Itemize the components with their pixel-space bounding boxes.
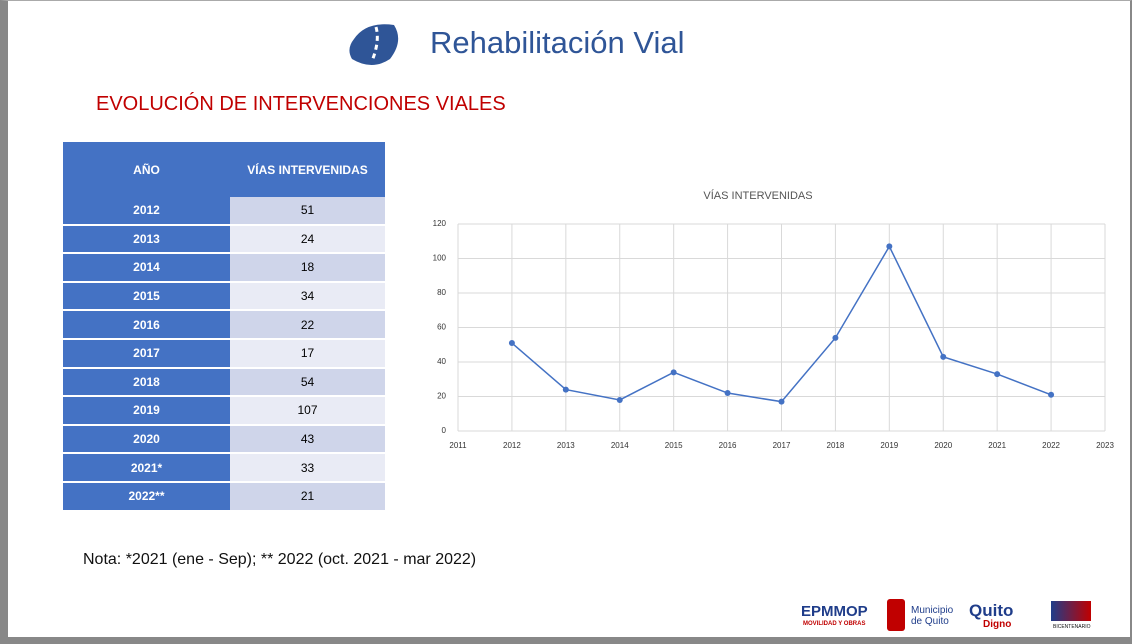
- year-cell: 2022**: [63, 483, 230, 512]
- chart: VÍAS INTERVENIDAS 0 20 40 60 80 100 120 2011 201…: [408, 171, 1128, 471]
- x-tick-label: 2018: [827, 441, 845, 450]
- subtitle: EVOLUCIÓN DE INTERVENCIONES VIALES: [96, 93, 506, 116]
- x-tick-label: 2017: [773, 441, 791, 450]
- x-tick-label: 2013: [557, 441, 575, 450]
- x-tick-label: 2023: [1096, 441, 1114, 450]
- value-cell: 43: [230, 426, 385, 455]
- value-cell: 107: [230, 397, 385, 426]
- point: [886, 243, 892, 249]
- point: [994, 371, 1000, 377]
- slide: Rehabilitación Vial EVOLUCIÓN DE INTERVE…: [0, 0, 1132, 644]
- logo-text: EPMMOP: [801, 603, 868, 620]
- point: [617, 397, 623, 403]
- value-cell: 21: [230, 483, 385, 512]
- logo-text: Municipio de Quito: [911, 605, 961, 627]
- note: Nota: *2021 (ene - Sep); ** 2022 (oct. 2…: [83, 551, 476, 569]
- value-cell: 33: [230, 454, 385, 483]
- y-tick-label: 100: [433, 254, 447, 263]
- year-cell: 2018: [63, 369, 230, 398]
- y-tick-label: 80: [437, 288, 446, 297]
- point: [725, 390, 731, 396]
- year-cell: 2015: [63, 283, 230, 312]
- y-tick-label: 120: [433, 219, 447, 228]
- logo-text: MOVILIDAD Y OBRAS: [803, 621, 865, 627]
- x-tick-label: 2020: [934, 441, 952, 450]
- x-tick-label: 2011: [449, 441, 467, 450]
- value-cell: 34: [230, 283, 385, 312]
- year-cell: 2013: [63, 226, 230, 255]
- point: [832, 335, 838, 341]
- value-cell: 51: [230, 197, 385, 226]
- point: [1048, 392, 1054, 398]
- y-tick-label: 40: [437, 357, 446, 366]
- point: [563, 387, 569, 393]
- x-tick-label: 2012: [503, 441, 521, 450]
- year-cell: 2021*: [63, 454, 230, 483]
- x-tick-label: 2022: [1042, 441, 1060, 450]
- logo-text: Quito: [969, 601, 1013, 621]
- y-tick-label: 20: [437, 392, 446, 401]
- value-cell: 24: [230, 226, 385, 255]
- x-tick-label: 2015: [665, 441, 683, 450]
- coat-of-arms: [887, 599, 905, 631]
- point: [671, 369, 677, 375]
- year-cell: 2012: [63, 197, 230, 226]
- year-cell: 2019: [63, 397, 230, 426]
- value-cell: 22: [230, 311, 385, 340]
- logos: EPMMOP MOVILIDAD Y OBRAS Municipio de Qu…: [801, 599, 1121, 633]
- chart-title: VÍAS INTERVENIDAS: [703, 189, 812, 202]
- value-cell: 54: [230, 369, 385, 398]
- value-cell: 17: [230, 340, 385, 369]
- column-header: VÍAS INTERVENIDAS: [230, 142, 385, 197]
- road-icon: [346, 19, 406, 69]
- value-cell: 18: [230, 254, 385, 283]
- logo-text: BICENTENARIO: [1053, 624, 1091, 630]
- y-tick-label: 0: [442, 426, 447, 435]
- x-tick-label: 2016: [719, 441, 737, 450]
- x-tick-label: 2014: [611, 441, 629, 450]
- year-cell: 2020: [63, 426, 230, 455]
- logo-text: Digno: [983, 619, 1011, 630]
- year-cell: 2016: [63, 311, 230, 340]
- year-cell: 2017: [63, 340, 230, 369]
- point: [509, 340, 515, 346]
- y-tick-label: 60: [437, 323, 446, 332]
- point: [779, 399, 785, 405]
- page-title: Rehabilitación Vial: [430, 25, 684, 61]
- column-header: AÑO: [63, 142, 230, 197]
- x-tick-label: 2019: [880, 441, 898, 450]
- bicentenario-mark: [1051, 601, 1091, 621]
- point: [940, 354, 946, 360]
- x-tick-label: 2021: [988, 441, 1006, 450]
- year-cell: 2014: [63, 254, 230, 283]
